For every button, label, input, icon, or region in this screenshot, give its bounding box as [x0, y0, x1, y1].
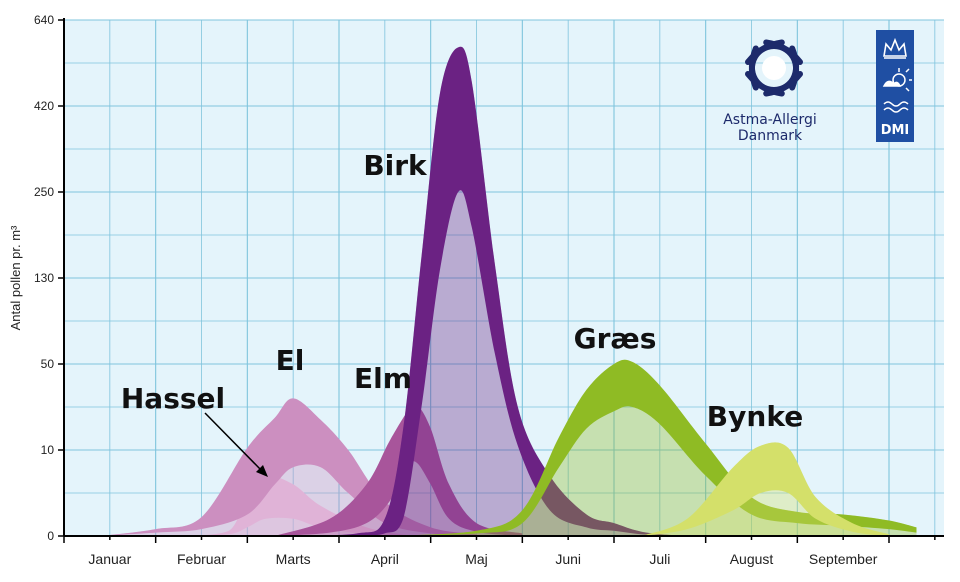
- series-label-hassel: Hassel: [121, 382, 225, 415]
- y-tick-label: 640: [34, 13, 54, 27]
- series-label-el: El: [276, 344, 305, 377]
- hassel-annotation: [204, 412, 268, 477]
- x-tick-label: Maj: [465, 551, 488, 567]
- axes: [58, 18, 944, 543]
- series-labels: Birk El Elm Hassel Græs Bynke: [121, 149, 803, 433]
- annotation-arrow-line: [204, 412, 263, 472]
- band-base: [384, 359, 917, 536]
- knot-strand: [749, 39, 785, 91]
- crown-icon: [883, 37, 907, 59]
- x-tick-label: April: [371, 551, 399, 567]
- dmi-logo: DMI: [876, 30, 914, 142]
- series-label-bynke: Bynke: [707, 400, 803, 433]
- x-tick-label: August: [730, 551, 774, 567]
- band-bynke: [641, 442, 889, 536]
- series-birk: [293, 46, 679, 537]
- y-tick-label: 250: [34, 185, 54, 199]
- y-tick-label: 0: [47, 529, 54, 543]
- series-hassel: [183, 475, 413, 536]
- astma-allergi-logo: Astma-Allergi Danmark: [723, 39, 817, 144]
- weather-icon: [882, 68, 912, 113]
- series-bynke: [641, 442, 889, 536]
- band-birk: [293, 46, 679, 537]
- x-tick-label: Juni: [555, 551, 581, 567]
- x-tick-label: Juli: [649, 551, 670, 567]
- y-tick-label: 130: [34, 271, 54, 285]
- y-tick-label: 10: [41, 443, 55, 457]
- band-hassel: [183, 475, 413, 536]
- x-tick-label: Marts: [276, 551, 311, 567]
- dmi-logo-text: DMI: [881, 123, 910, 138]
- knot-center: [762, 56, 786, 80]
- x-tick-labels: Januar Februar Marts April Maj Juni Juli August…: [88, 551, 877, 567]
- x-tick-label: Februar: [177, 551, 226, 567]
- series-græs: [384, 359, 917, 536]
- x-tick-label: September: [809, 551, 878, 567]
- x-tick-label: Januar: [88, 551, 131, 567]
- knot-icon: [745, 39, 803, 97]
- y-axis-label: Antal pollen pr. m³: [8, 225, 23, 330]
- annotation-arrow-head: [256, 465, 268, 477]
- logo-line-1: Astma-Allergi: [723, 112, 817, 128]
- logo-line-2: Danmark: [738, 128, 803, 144]
- band-græs: [384, 359, 917, 536]
- y-tick-label: 420: [34, 99, 54, 113]
- series-label-birk: Birk: [363, 149, 428, 182]
- series-label-elm: Elm: [354, 362, 412, 395]
- pollen-bands: [100, 46, 917, 537]
- y-tick-label: 50: [41, 357, 55, 371]
- y-tick-labels: 0 10 50 130 250 420 640: [34, 13, 54, 543]
- series-label-græs: Græs: [574, 322, 657, 355]
